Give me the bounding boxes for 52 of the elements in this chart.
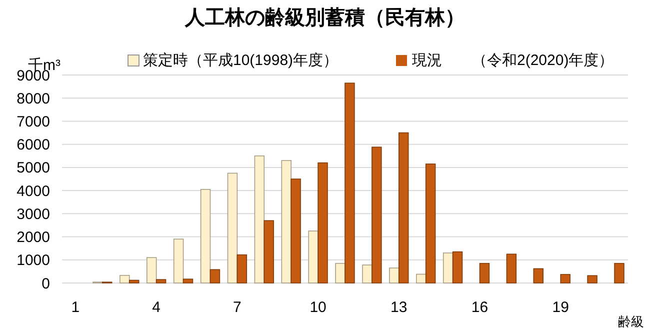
- bar: [560, 274, 570, 284]
- bar: [442, 252, 454, 284]
- y-tick-label: 7000: [16, 113, 50, 130]
- bar: [425, 164, 436, 284]
- y-tick-label: 5000: [16, 160, 50, 177]
- bar: [362, 264, 372, 284]
- bar: [182, 278, 194, 284]
- y-tick-label: 3000: [16, 206, 50, 223]
- bar: [146, 257, 157, 284]
- x-tick-label: 7: [233, 299, 242, 316]
- bar: [264, 220, 274, 284]
- bar: [344, 82, 355, 284]
- bar: [389, 268, 400, 284]
- y-tick-label: 2000: [16, 229, 50, 246]
- bar: [587, 275, 598, 284]
- bar: [335, 262, 346, 284]
- y-tick-label: 8000: [16, 90, 50, 108]
- bar: [506, 254, 517, 284]
- bar: [156, 279, 166, 284]
- x-axis-title: 齢級: [618, 314, 644, 329]
- bar: [128, 280, 140, 284]
- bar: [200, 189, 211, 284]
- legend-label: 現況 （令和2(2020)年度）: [412, 52, 614, 69]
- legend-label: 策定時（平成10(1998)年度）: [143, 52, 338, 69]
- y-tick-label: 4000: [16, 182, 50, 200]
- bar: [372, 146, 382, 284]
- bar: [120, 274, 130, 284]
- x-tick-label: 4: [152, 299, 161, 316]
- bar: [398, 132, 409, 284]
- x-tick-label: 16: [471, 299, 488, 316]
- y-tick-label: 0: [42, 275, 50, 292]
- bar: [290, 178, 301, 284]
- bar: [479, 262, 490, 284]
- x-tick-label: 19: [552, 299, 569, 316]
- bar: [227, 172, 238, 284]
- bar: [308, 230, 318, 284]
- bar: [533, 268, 544, 284]
- x-tick-label: 1: [71, 299, 80, 316]
- bar: [452, 251, 463, 284]
- y-tick-label: 6000: [16, 136, 50, 154]
- y-tick-label: 1000: [16, 252, 50, 270]
- chart-title: 人工林の齢級別蓄積（民有林）: [184, 7, 465, 29]
- bar: [254, 155, 265, 284]
- x-tick-label: 10: [310, 299, 326, 316]
- x-tick-label: 13: [390, 299, 408, 316]
- bar: [416, 274, 426, 284]
- bar: [318, 162, 328, 284]
- bar: [173, 238, 184, 284]
- bar: [236, 254, 248, 284]
- bar: [614, 262, 624, 284]
- bar: [281, 160, 292, 284]
- bar: [210, 269, 220, 284]
